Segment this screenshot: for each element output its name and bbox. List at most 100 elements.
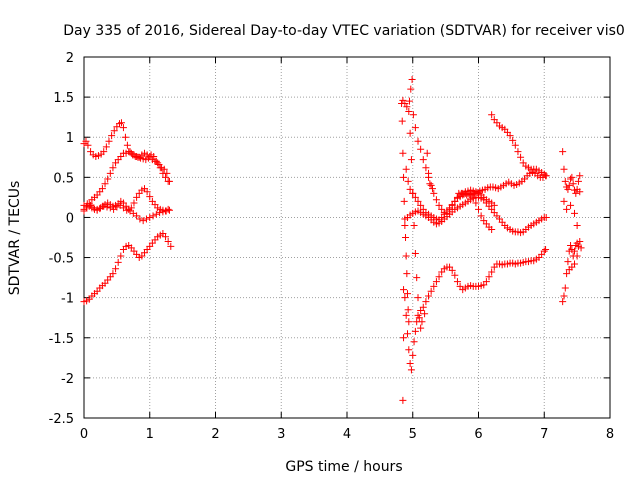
y-tick-labels: -2.5 -2 -1.5 -1 -0.5 0 0.5 1 1.5 2 — [49, 51, 74, 427]
data-point — [542, 172, 550, 180]
data-point — [425, 292, 433, 300]
data-point — [418, 318, 426, 326]
data-point — [399, 396, 407, 404]
x-tick-label: 6 — [474, 427, 482, 442]
series-arc-b-lower — [400, 246, 550, 374]
data-point — [435, 273, 443, 281]
chart-title: Day 335 of 2016, Sidereal Day-to-day VTE… — [63, 23, 625, 39]
data-point — [136, 215, 144, 223]
y-tick-label: 1 — [66, 131, 74, 146]
x-tick-label: 5 — [409, 427, 417, 442]
data-point — [564, 185, 572, 193]
data-point — [574, 177, 582, 185]
data-point — [143, 188, 151, 196]
data-point — [561, 177, 569, 185]
data-point — [453, 278, 461, 286]
data-point — [403, 290, 411, 298]
data-point — [417, 201, 425, 209]
data-point — [406, 359, 414, 367]
data-point — [514, 148, 522, 156]
data-point — [568, 173, 576, 181]
data-point — [405, 97, 413, 105]
data-point — [154, 159, 162, 167]
series-arc-b-hook — [488, 111, 550, 180]
data-point — [560, 165, 568, 173]
data-point — [435, 201, 443, 209]
data-point — [425, 169, 433, 177]
data-point — [411, 327, 419, 335]
data-point — [142, 215, 150, 223]
data-point — [123, 141, 131, 149]
data-point — [106, 204, 114, 212]
data-point — [83, 200, 91, 208]
data-point — [414, 137, 422, 145]
data-point — [477, 212, 485, 220]
data-point — [407, 156, 415, 164]
data-point — [405, 318, 413, 326]
data-point — [156, 164, 164, 172]
data-point — [411, 124, 419, 132]
data-point — [133, 193, 141, 201]
data-point — [104, 175, 112, 183]
axis-ticks — [83, 56, 611, 419]
series-arc-b-low — [401, 193, 550, 237]
data-point — [149, 212, 157, 220]
data-point — [559, 148, 567, 156]
data-point — [406, 129, 414, 137]
data-point — [542, 246, 550, 254]
data-point — [400, 286, 408, 294]
data-point — [164, 177, 172, 185]
data-point — [488, 268, 496, 276]
data-point — [162, 233, 170, 241]
series-arc-b-scatter — [398, 97, 436, 404]
y-tick-label: 0.5 — [53, 171, 74, 186]
y-tick-label: 1.5 — [53, 91, 74, 106]
data-point — [100, 148, 108, 156]
x-tick-label: 0 — [80, 427, 88, 442]
data-point — [417, 145, 425, 153]
x-tick-label: 7 — [540, 427, 548, 442]
data-point — [511, 141, 519, 149]
data-point — [101, 180, 109, 188]
data-point — [409, 351, 417, 359]
y-tick-label: -2.5 — [49, 412, 74, 427]
data-point — [123, 206, 131, 214]
y-tick-label: -1 — [61, 292, 74, 307]
data-point — [121, 133, 129, 141]
data-point — [112, 265, 120, 273]
data-point — [542, 213, 550, 221]
data-point — [565, 181, 573, 189]
data-point — [414, 294, 422, 302]
data-point — [577, 244, 585, 252]
data-point — [164, 238, 172, 246]
data-point — [80, 201, 88, 209]
data-point — [427, 181, 435, 189]
data-point — [404, 306, 412, 314]
series-arc-a-lower — [80, 229, 175, 306]
data-point — [428, 185, 436, 193]
data-point — [108, 132, 116, 140]
data-point — [407, 366, 415, 374]
data-point — [117, 252, 125, 260]
data-point — [133, 212, 141, 220]
grid-lines — [84, 57, 610, 418]
data-point — [162, 173, 170, 181]
data-point — [540, 247, 548, 255]
data-point — [117, 119, 125, 127]
data-point — [110, 127, 118, 135]
data-point — [413, 274, 421, 282]
data-point — [488, 225, 496, 233]
y-tick-label: -1.5 — [49, 332, 74, 347]
data-point — [572, 189, 580, 197]
data-point — [400, 173, 408, 181]
series-arc-c — [559, 148, 585, 306]
data-point — [410, 221, 418, 229]
data-point — [405, 108, 413, 116]
y-tick-label: -0.5 — [49, 252, 74, 267]
data-point — [103, 203, 111, 211]
data-point — [139, 217, 147, 225]
data-point — [105, 137, 113, 145]
data-point — [410, 338, 418, 346]
data-point — [564, 258, 572, 266]
